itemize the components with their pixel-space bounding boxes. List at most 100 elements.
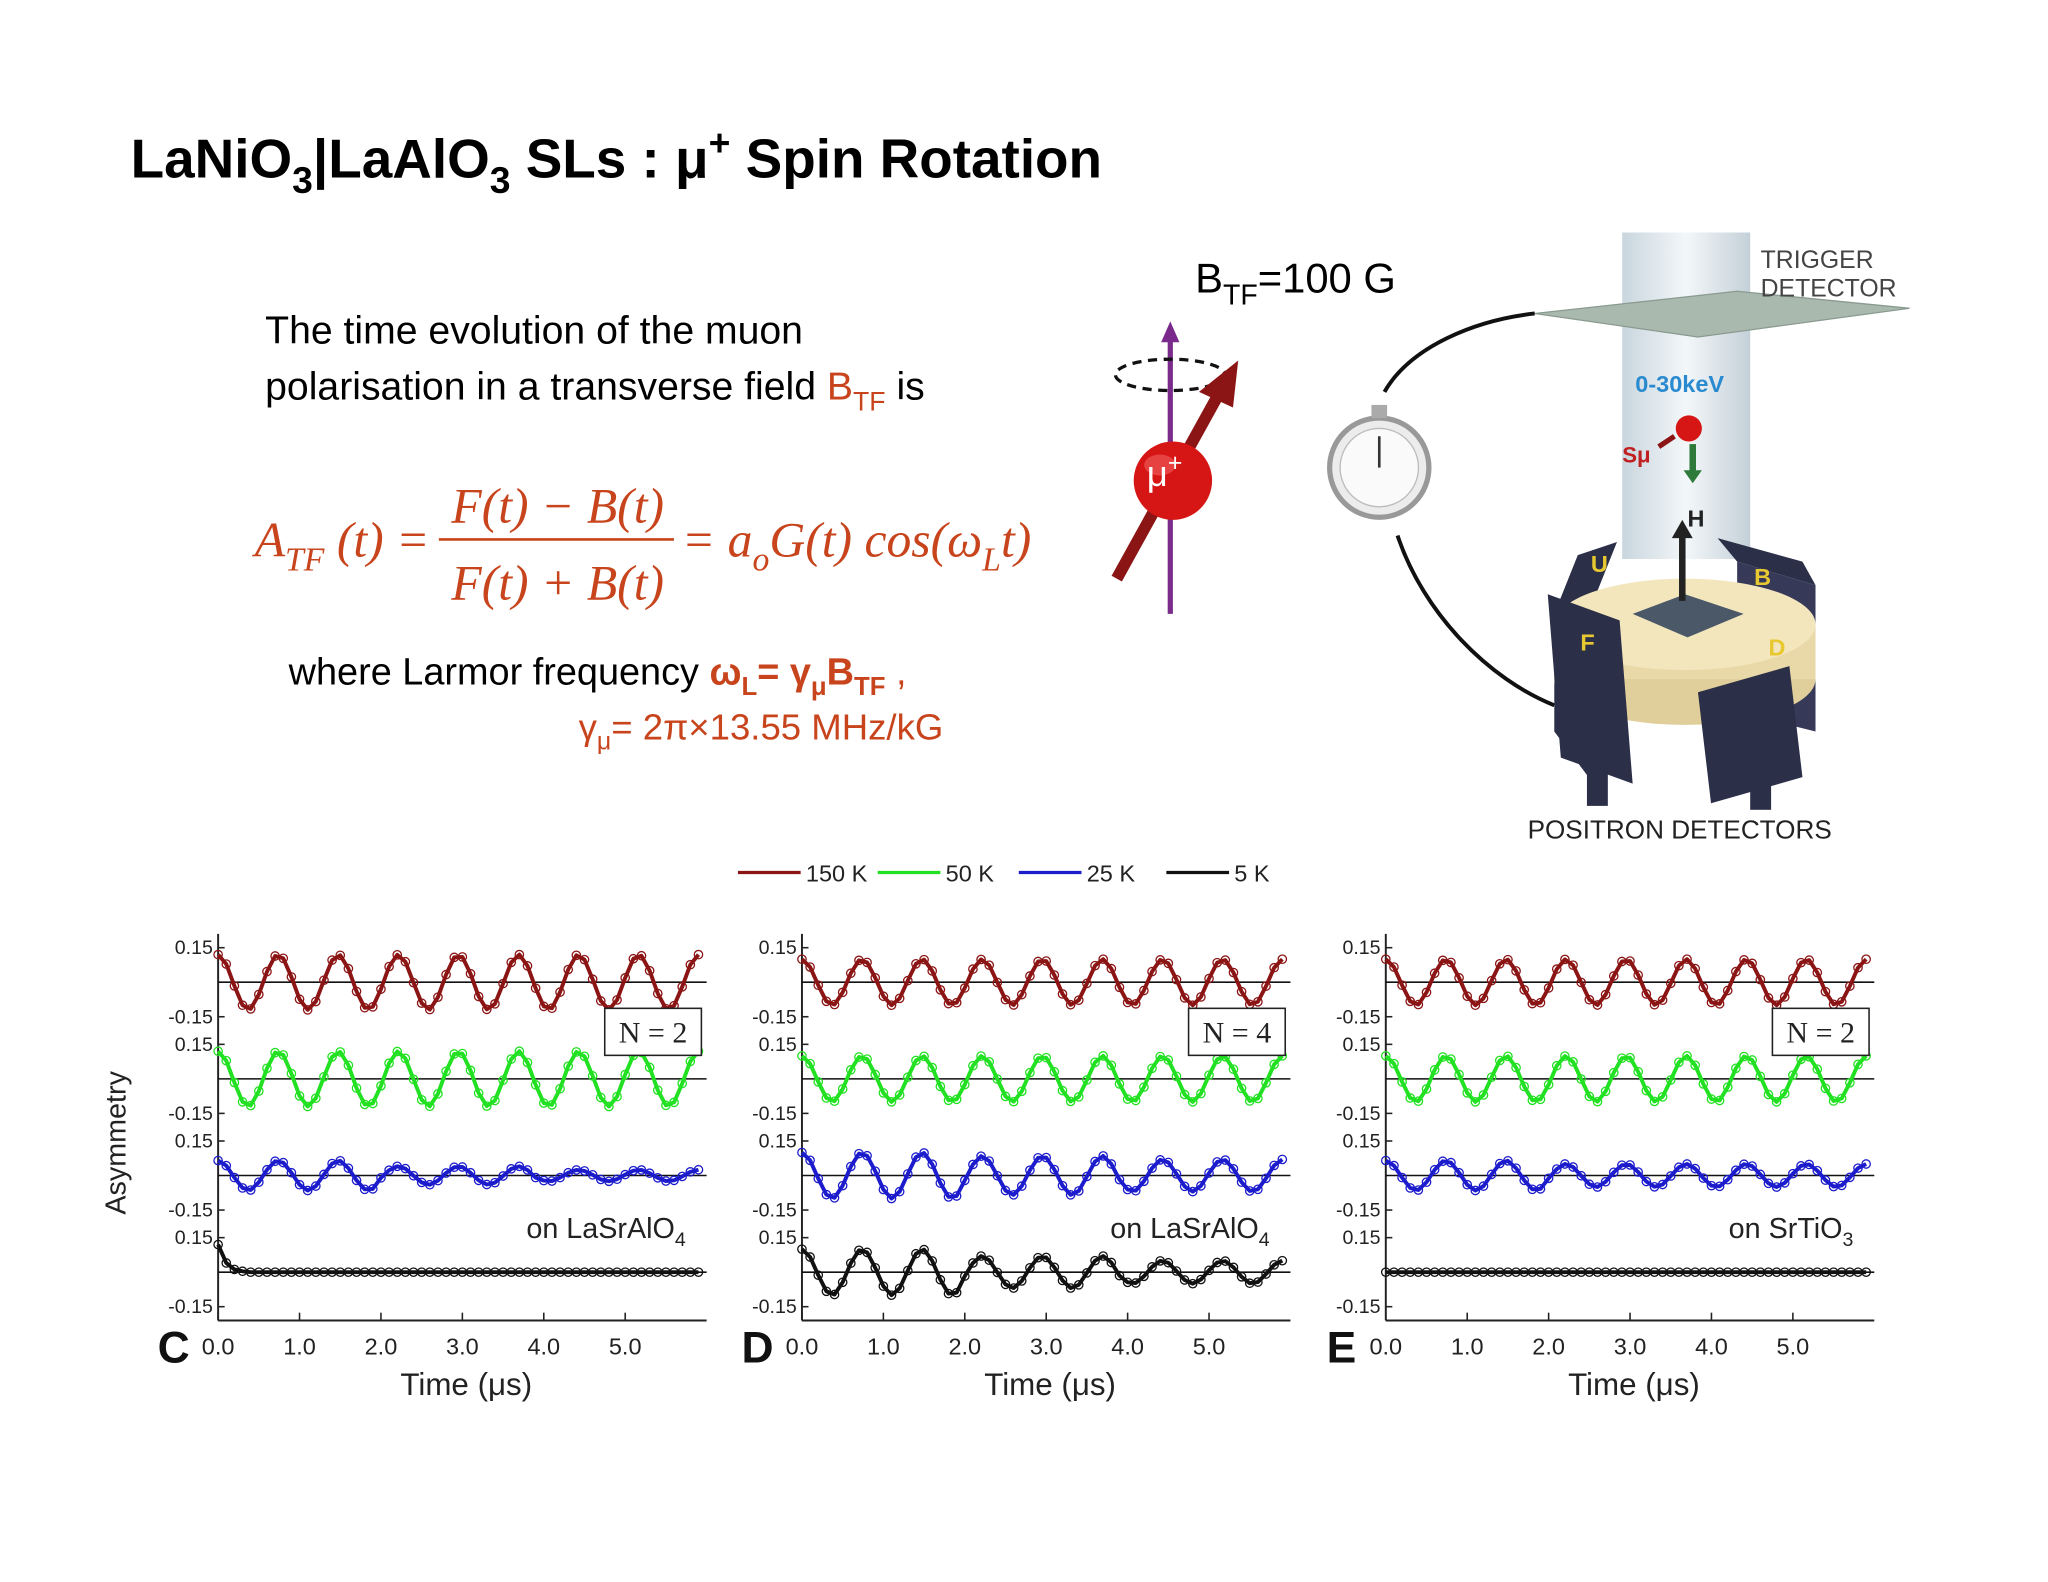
- legend-label: 5 K: [1234, 861, 1270, 887]
- data-point: [1560, 1051, 1570, 1061]
- data-point: [693, 949, 704, 960]
- text-segment: Spin Rotation: [730, 128, 1102, 190]
- n-label: N = 4: [1203, 1016, 1272, 1049]
- text-segment: 3: [490, 159, 511, 201]
- x-tick-label: 4.0: [1111, 1333, 1144, 1359]
- larmor-text: where Larmor frequency ωL= γμBTF ,: [288, 651, 907, 701]
- data-point: [343, 1163, 354, 1173]
- text-segment: F(t) + B(t): [450, 556, 664, 611]
- data-point: [1008, 1190, 1019, 1200]
- data-point: [424, 1004, 435, 1015]
- data-point: [1139, 1176, 1149, 1187]
- data-point: [1277, 1154, 1288, 1165]
- y-tick-label: 0.15: [759, 1034, 797, 1056]
- energy-label: 0-30keV: [1635, 371, 1724, 397]
- data-point: [465, 1167, 476, 1178]
- data-point: [1397, 1172, 1407, 1183]
- x-tick-label: 5.0: [1777, 1333, 1810, 1359]
- x-tick-label: 1.0: [867, 1333, 900, 1359]
- data-point: [302, 1004, 313, 1015]
- data-point: [1682, 954, 1692, 965]
- data-point: [408, 1170, 419, 1181]
- data-point: [1519, 1175, 1530, 1186]
- text-segment: is: [886, 366, 925, 409]
- data-point: [1845, 1172, 1855, 1183]
- data-point: [1171, 1266, 1182, 1276]
- y-tick-label: 0.15: [175, 1034, 213, 1056]
- x-tick-label: 0.0: [1369, 1333, 1402, 1359]
- x-tick-label: 1.0: [283, 1333, 316, 1359]
- panel-letter: E: [1327, 1323, 1357, 1372]
- data-point: [302, 1185, 313, 1196]
- data-point: [797, 1051, 807, 1061]
- x-tick-label: 3.0: [1030, 1333, 1063, 1359]
- text-segment: (t) =: [324, 512, 429, 567]
- y-tick-label: -0.15: [168, 1296, 213, 1318]
- formula-lhs: ATF (t) =: [252, 512, 430, 578]
- data-point: [1098, 954, 1109, 965]
- data-point: [392, 1046, 403, 1057]
- data-point: [797, 1244, 807, 1254]
- data-point: [213, 949, 223, 960]
- data-point: [514, 949, 525, 960]
- data-point: [1269, 1160, 1279, 1171]
- trigger-plate: [1534, 290, 1910, 338]
- panel-letter: C: [158, 1323, 190, 1372]
- data-point: [1592, 1000, 1603, 1010]
- data-point: [1454, 1167, 1464, 1178]
- data-point: [1236, 1271, 1247, 1282]
- data-point: [1820, 1175, 1831, 1185]
- panel-letter: D: [742, 1323, 774, 1372]
- muon-diagram: [1111, 321, 1239, 614]
- text-segment: =100 G: [1258, 255, 1396, 302]
- x-tick-label: 2.0: [948, 1333, 981, 1359]
- data-point: [1462, 1179, 1473, 1190]
- data-point: [1204, 1168, 1214, 1178]
- data-point: [886, 1290, 897, 1301]
- data-point: [1788, 1168, 1798, 1179]
- detector-panel: [1717, 538, 1816, 586]
- fit-line: [800, 957, 1284, 1008]
- data-point: [571, 950, 582, 961]
- text-segment: SLs : μ: [510, 128, 708, 190]
- data-point: [1204, 1265, 1214, 1276]
- y-tick-label: 0.15: [175, 1131, 213, 1153]
- spin-ball: [1675, 415, 1702, 442]
- data-point: [1698, 1173, 1709, 1183]
- label-box: [1187, 1007, 1287, 1057]
- text-segment: μ: [597, 728, 611, 756]
- text-segment: B: [827, 366, 853, 409]
- y-tick-label: 0.15: [1342, 1227, 1380, 1249]
- y-tick-label: 0.15: [759, 1227, 797, 1249]
- data-point: [1421, 1177, 1432, 1188]
- detector-panel: [1547, 594, 1633, 784]
- text-segment: G(t) cos(ω: [769, 512, 982, 567]
- data-point: [392, 949, 403, 960]
- text-segment: LaNiO: [131, 128, 293, 190]
- data-point: [1470, 1097, 1481, 1107]
- data-point: [1187, 1186, 1198, 1197]
- data-point: [262, 1164, 272, 1175]
- text-segment: γ: [579, 706, 598, 747]
- arrowhead: [1161, 321, 1180, 343]
- data-point: [984, 1156, 995, 1166]
- data-point: [1098, 1051, 1109, 1061]
- stopwatch-crown: [1371, 404, 1388, 418]
- data-point: [319, 1169, 329, 1180]
- text-segment: TF: [1223, 279, 1258, 311]
- data-point: [1082, 1268, 1092, 1278]
- data-point: [1429, 1164, 1440, 1175]
- text-segment: o: [753, 541, 770, 578]
- fit-line: [216, 1049, 701, 1109]
- y-tick-label: -0.15: [1336, 1200, 1381, 1222]
- larmor-text: γμ= 2π×13.55 MHz/kG: [579, 706, 944, 755]
- text-segment: on LaSrAlO: [526, 1213, 674, 1245]
- detector-letter: U: [1591, 551, 1608, 577]
- text-segment: = a: [682, 512, 753, 567]
- text-segment: μ: [811, 673, 827, 701]
- data-point: [1380, 954, 1391, 965]
- data-point: [1592, 1096, 1603, 1107]
- data-point: [1812, 1165, 1823, 1176]
- data-point: [1008, 1096, 1019, 1107]
- data-point: [1008, 1000, 1019, 1010]
